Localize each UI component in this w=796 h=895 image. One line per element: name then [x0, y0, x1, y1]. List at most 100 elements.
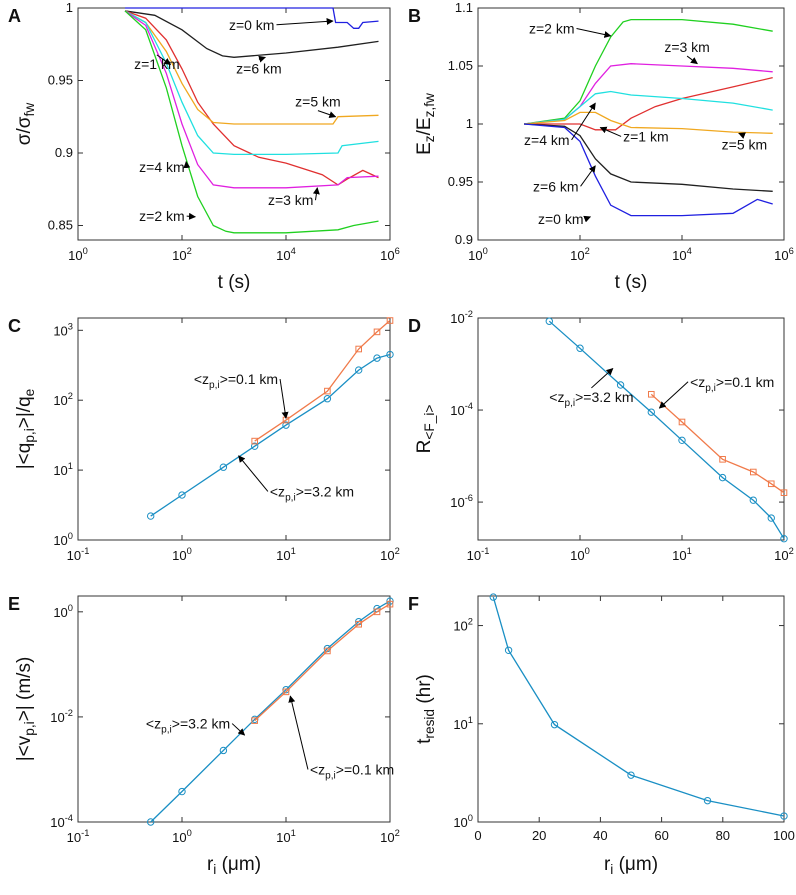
- annotation-label: z=2 km: [139, 208, 185, 224]
- annotation-arrow: [156, 54, 172, 65]
- annotation-arrow: [583, 215, 592, 223]
- x-tick-label: 106: [380, 246, 400, 263]
- y-axis-label: R<F_i>: [414, 405, 437, 454]
- x-axis-label: t (s): [218, 272, 251, 293]
- data-point: [576, 344, 584, 352]
- y-tick-label: 1: [466, 116, 473, 131]
- annotation-label: z=0 km: [229, 17, 275, 33]
- annotation-label: z=6 km: [533, 178, 579, 194]
- x-tick-label: 100: [172, 546, 192, 563]
- series-line: [124, 10, 379, 125]
- series-line: [254, 320, 391, 442]
- y-tick-label: 1.05: [448, 58, 473, 73]
- series-line: [650, 393, 785, 494]
- annotation-arrow: [276, 17, 334, 26]
- annotation-arrow: [279, 379, 289, 420]
- annotation-arrow: [288, 695, 309, 770]
- y-tick-label: 1.1: [455, 0, 473, 15]
- y-tick-label: 102: [53, 391, 73, 408]
- panel-label: D: [408, 316, 421, 336]
- annotation-label: z=4 km: [524, 132, 570, 148]
- axes-frame: [77, 317, 391, 541]
- data-point: [627, 771, 635, 779]
- data-point: [703, 796, 712, 805]
- y-axis-label: Ez/Ez,fw: [414, 93, 437, 155]
- y-tick-label: 0.95: [448, 174, 473, 189]
- annotation-label: <zp,i>=0.1 km: [310, 762, 394, 782]
- data-point: [373, 328, 381, 336]
- panel-d: D 10-1 100 101 102 10-6 10-4 10-2 R<F_i> <zp,i>=0…: [408, 309, 794, 563]
- annotation-label: z=3 km: [268, 192, 314, 208]
- data-point: [767, 514, 775, 522]
- y-tick-label: 10-4: [50, 813, 73, 830]
- y-tick-label: 101: [53, 461, 73, 478]
- x-tick-label: 101: [276, 546, 296, 563]
- series-line: [524, 18, 773, 125]
- x-tick-label: 60: [654, 828, 668, 843]
- series-line: [524, 76, 773, 131]
- series-line: [124, 10, 379, 234]
- annotation-label: z=4 km: [139, 159, 185, 175]
- data-point: [489, 593, 497, 601]
- x-tick-label: 100: [570, 546, 590, 563]
- y-axis-label: |<qp,i>|/qe: [14, 389, 37, 470]
- data-point: [749, 496, 757, 504]
- y-tick-label: 10-6: [450, 493, 473, 510]
- data-point: [780, 812, 788, 820]
- data-point: [373, 354, 381, 362]
- annotation-arrow: [576, 28, 612, 38]
- x-tick-label: 104: [276, 246, 296, 263]
- data-point: [550, 720, 559, 729]
- data-point: [282, 688, 290, 696]
- y-tick-label: 0.9: [455, 232, 473, 247]
- axes-frame: [477, 317, 785, 541]
- series-line: [124, 10, 379, 186]
- annotation-arrow: [738, 132, 746, 139]
- annotation-arrow: [312, 187, 320, 201]
- data-point: [386, 600, 394, 608]
- annotation-label: z=5 km: [295, 94, 341, 110]
- x-tick-label: 10-1: [67, 828, 90, 845]
- annotation-arrow: [231, 723, 246, 736]
- annotation-label: z=6 km: [236, 60, 282, 76]
- panel-label: F: [408, 594, 419, 614]
- y-tick-label: 102: [453, 617, 473, 634]
- annotation-arrow: [258, 55, 266, 63]
- x-tick-label: 101: [672, 546, 692, 563]
- panel-label: C: [8, 316, 21, 336]
- series-line: [150, 353, 391, 517]
- annotation-label: <zp,i>=3.2 km: [146, 716, 230, 736]
- data-point: [373, 608, 381, 616]
- y-tick-label: 0.95: [48, 73, 73, 88]
- series-line: [124, 10, 379, 189]
- data-point: [355, 345, 362, 353]
- x-tick-label: 102: [570, 246, 590, 263]
- annotation-label: z=1 km: [623, 128, 669, 144]
- x-tick-label: 0: [474, 828, 481, 843]
- annotation-label: <zp,i>=3.2 km: [270, 483, 354, 503]
- data-point: [178, 491, 186, 499]
- x-tick-label: 106: [774, 246, 794, 263]
- data-point: [780, 535, 788, 543]
- annotation-label: <zp,i>=0.1 km: [690, 374, 774, 394]
- data-point: [219, 746, 228, 755]
- series-line: [124, 10, 379, 156]
- x-tick-label: 104: [672, 246, 692, 263]
- x-axis-label: ri (μm): [207, 854, 261, 877]
- axes-frame: [477, 595, 785, 823]
- y-tick-label: 10-2: [450, 309, 473, 326]
- series-line: [254, 603, 391, 722]
- panel-c: C10-1 100 101 102100101102103|<qp,i>|/qe<zp…: [8, 316, 400, 563]
- y-axis-label: |<vp,i>| (m/s): [14, 657, 37, 762]
- y-tick-label: 100: [53, 531, 73, 548]
- data-point: [146, 818, 155, 826]
- panel-a: A 100 102 104 106 0.85 0.9 0.95 1 t (s) σ/σfw z=0 k…: [8, 0, 400, 293]
- axes-frame: [477, 7, 785, 241]
- series-line: [524, 123, 773, 192]
- x-tick-label: 100: [773, 828, 795, 843]
- annotation-arrow: [183, 161, 191, 169]
- data-point: [354, 366, 363, 374]
- series-line: [150, 600, 391, 823]
- annotation-arrow: [591, 368, 614, 389]
